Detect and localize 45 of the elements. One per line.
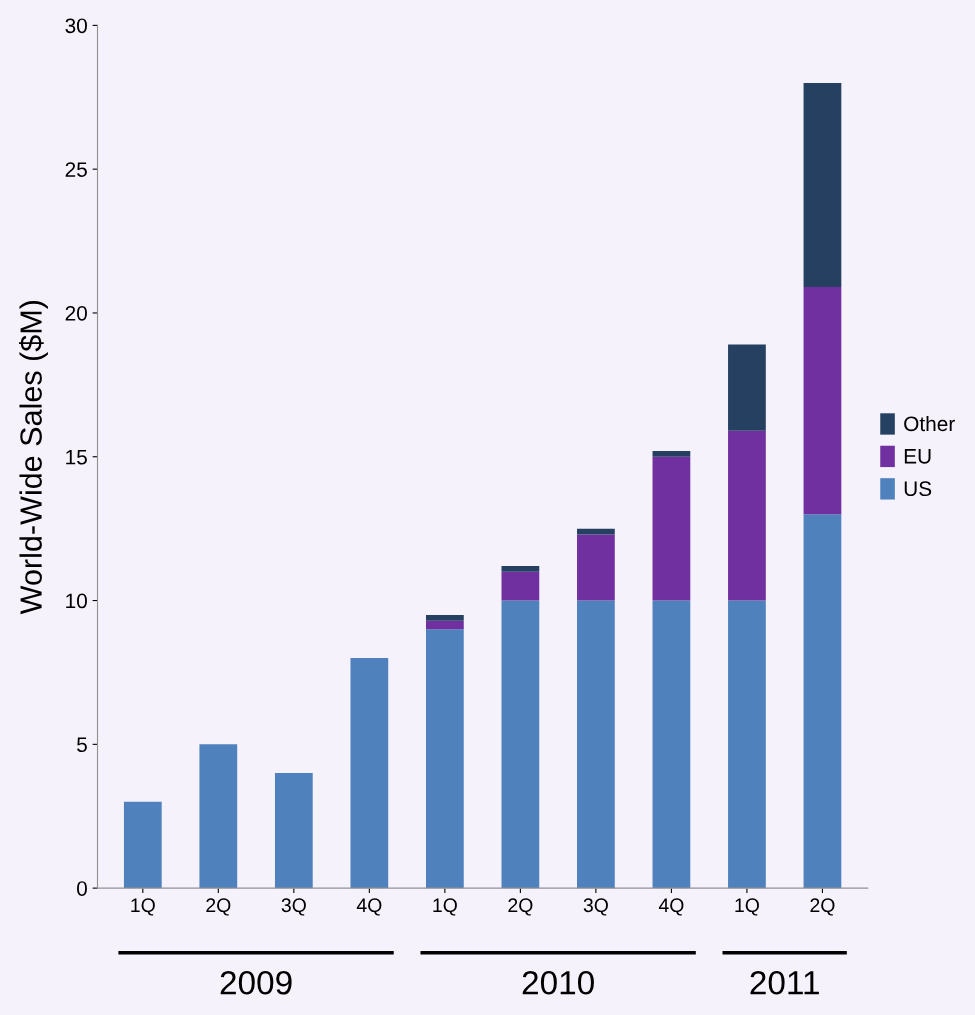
bar (425, 629, 464, 889)
bar (803, 287, 842, 515)
x-tick-label: 4Q (658, 898, 684, 916)
bar (199, 744, 238, 889)
bar (728, 600, 766, 889)
x-tick-label: 1Q (131, 898, 155, 916)
bar (274, 773, 313, 889)
y-tick-label: 10 (66, 593, 87, 609)
text: 2011 (750, 970, 819, 995)
x-tick-label: 2Q (206, 898, 231, 916)
bar (501, 571, 540, 601)
bar (652, 451, 691, 457)
x-tick-label: 1Q (735, 898, 759, 916)
text: 2010 (522, 970, 594, 995)
legend-label: US (904, 481, 932, 497)
y-tick-label: 30 (65, 18, 87, 34)
x-tick-label: 1Q (433, 898, 457, 916)
x-tick-label: 3Q (281, 898, 306, 916)
legend-label: EU (904, 449, 931, 464)
bar (501, 600, 540, 889)
y-axis-title: World-Wide Sales ($M) (18, 301, 48, 615)
y-tick-label: 20 (65, 305, 87, 321)
bar (803, 82, 842, 288)
x-tick-label: 2Q (810, 898, 835, 916)
bar (425, 614, 464, 621)
legend-label: Other (904, 415, 955, 432)
x-tick-label: 2Q (508, 898, 533, 916)
text: 2009 (220, 970, 292, 995)
bar (728, 344, 766, 431)
bar (652, 600, 691, 889)
y-tick-label: 5 (77, 737, 87, 753)
bar (652, 456, 691, 601)
bar (577, 600, 615, 889)
bar (501, 566, 540, 572)
bar (803, 514, 842, 889)
bar (350, 658, 389, 889)
bar (577, 534, 615, 601)
y-tick-label: 25 (65, 162, 87, 177)
bar (728, 430, 766, 601)
x-tick-label: 4Q (356, 898, 382, 916)
x-tick-label: 3Q (583, 898, 608, 916)
bar (425, 620, 464, 630)
y-tick-label: 0 (77, 881, 87, 896)
bar (123, 801, 162, 889)
y-tick-label: 15 (66, 449, 87, 465)
